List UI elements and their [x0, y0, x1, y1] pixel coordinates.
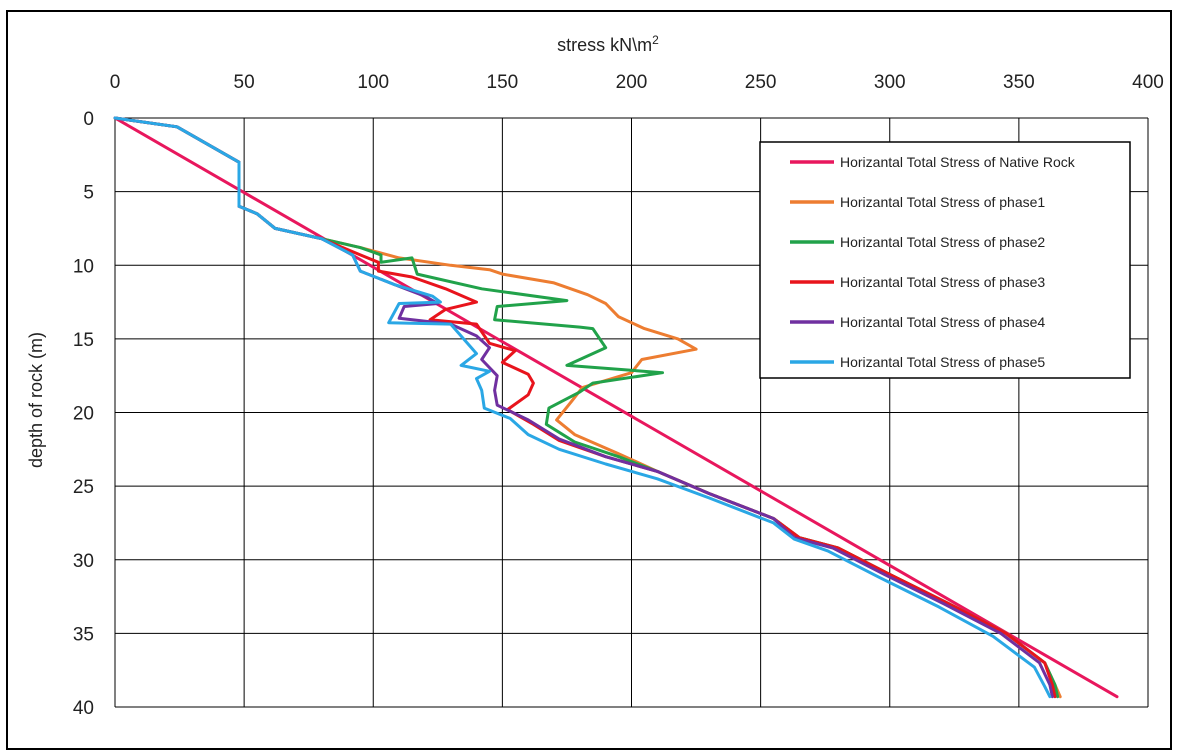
legend-label: Horizantal Total Stress of phase4 — [840, 314, 1045, 330]
x-tick-label: 350 — [1003, 72, 1035, 93]
x-tick-label: 50 — [234, 72, 255, 93]
x-tick-label: 200 — [616, 72, 648, 93]
y-tick-label: 20 — [73, 404, 94, 425]
x-tick-label: 0 — [110, 72, 121, 93]
y-axis-title: depth of rock (m) — [26, 332, 46, 468]
legend: Horizantal Total Stress of Native Rock Ho… — [759, 141, 1131, 379]
chart-canvas: 0 50 100 150 200 250 300 350 400 0 5 10 15 20 25 30 35 40… — [26, 33, 1164, 719]
x-tick-label: 150 — [487, 72, 519, 93]
legend-label: Horizantal Total Stress of phase5 — [840, 354, 1045, 370]
x-tick-label: 100 — [357, 72, 389, 93]
series-line-1 — [113, 116, 1119, 699]
legend-label: Horizantal Total Stress of phase3 — [840, 274, 1045, 290]
tick-labels: 0 50 100 150 200 250 300 350 400 0 5 10 15 20 25 30 35 40 — [73, 72, 1164, 719]
y-tick-label: 15 — [73, 330, 94, 351]
x-axis-title: stress kN\m2 — [557, 33, 659, 55]
y-tick-label: 0 — [83, 109, 94, 130]
y-tick-label: 30 — [73, 551, 94, 572]
y-tick-label: 40 — [73, 698, 94, 719]
y-tick-label: 10 — [73, 256, 94, 277]
x-tick-label: 300 — [874, 72, 906, 93]
x-tick-label: 400 — [1132, 72, 1164, 93]
grid — [114, 117, 1149, 708]
legend-label: Horizantal Total Stress of phase1 — [840, 194, 1045, 210]
x-tick-label: 250 — [745, 72, 777, 93]
legend-label: Horizantal Total Stress of phase2 — [840, 234, 1045, 250]
legend-box — [759, 141, 1131, 379]
y-tick-label: 35 — [73, 624, 94, 645]
y-tick-label: 5 — [83, 183, 94, 204]
series-line-6 — [113, 116, 1052, 699]
y-tick-label: 25 — [73, 477, 94, 498]
legend-label: Horizantal Total Stress of Native Rock — [840, 154, 1076, 170]
series-lines — [113, 116, 1119, 699]
